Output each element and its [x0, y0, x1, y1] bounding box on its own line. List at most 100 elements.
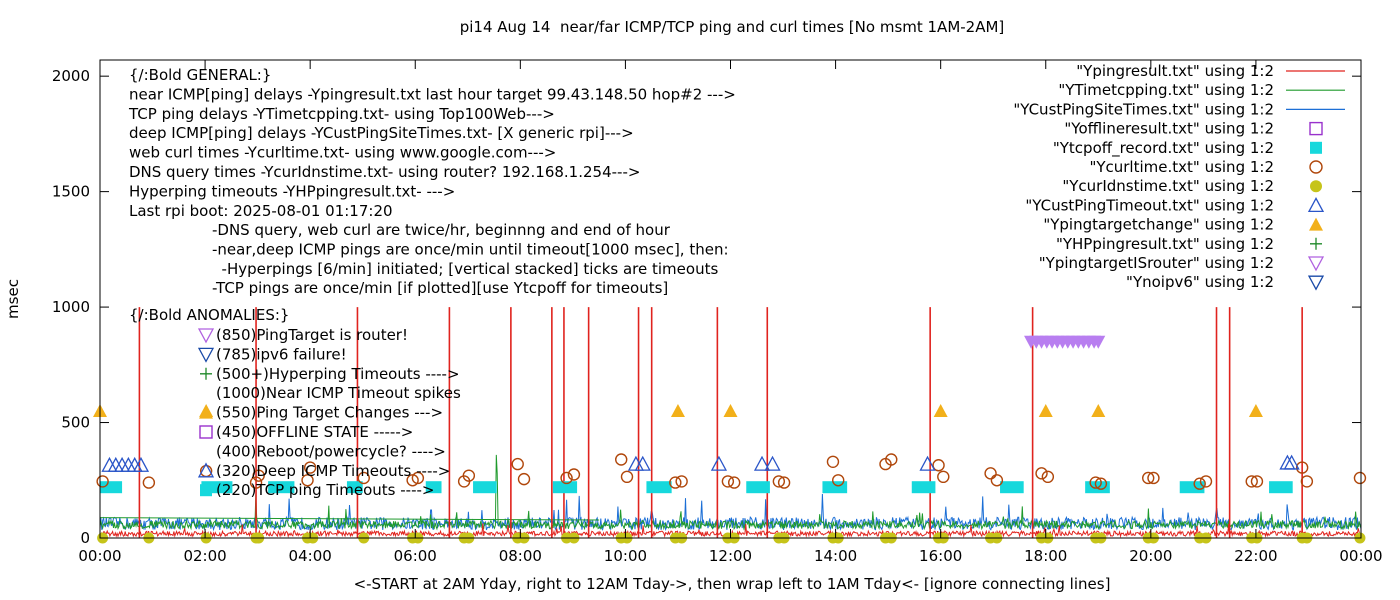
chart-title: pi14 Aug 14 near/far ICMP/TCP ping and c…: [460, 18, 1005, 36]
curl-time-point-23: [777, 476, 791, 489]
curl-time-point-34: [1089, 476, 1102, 489]
anomaly-line-2: (500+)Hyperping Timeouts ---->: [216, 365, 460, 383]
tcp-timeout-marker-5: [473, 481, 497, 494]
legend-symbol-10: [1307, 256, 1325, 272]
y-tick-label-0: 0: [80, 529, 90, 547]
curl-time-point-32: [1035, 467, 1048, 480]
x-tick-label-1: 02:00: [183, 547, 226, 565]
x-tick-label-0: 00:00: [78, 547, 121, 565]
annotation-general-line-6: Hyperping timeouts -YHPpingresult.txt- -…: [129, 182, 455, 200]
curl-time-point-11: [462, 469, 476, 482]
x-tick-label-10: 20:00: [1129, 547, 1172, 565]
ping-target-change-marker-6: [1091, 403, 1106, 417]
curl-time-point-42: [1295, 461, 1309, 474]
deep-icmp-timeout-marker-6: [627, 455, 645, 471]
anomaly-symbol-0: [197, 328, 215, 344]
annotation-note-line-0: -DNS query, web curl are twice/hr, begin…: [212, 221, 671, 239]
tcp-timeout-marker-2: [268, 481, 295, 494]
legend-symbol-3: [1309, 121, 1323, 136]
deep-icmp-timeout-marker-11: [919, 455, 936, 471]
tcp-ping-level-line: [99, 517, 600, 521]
annotation-note-line-2: -Hyperpings [6/min] initiated; [vertical…: [212, 260, 718, 278]
tcp-timeout-marker-7: [646, 481, 672, 494]
anomaly-line-1: (785)ipv6 failure!: [216, 345, 347, 363]
curl-time-point-17: [620, 470, 634, 484]
legend-entry-label-6: "YcurIdnstime.txt" using 1:2: [1062, 177, 1274, 195]
curl-time-point-21: [727, 476, 741, 489]
ping-target-change-marker-7: [1248, 403, 1263, 417]
ping-target-change-marker-3: [723, 403, 738, 417]
y-tick-label-2: 1000: [52, 298, 90, 316]
curl-time-point-18: [669, 476, 682, 489]
x-tick-label-12: 00:00: [1339, 547, 1382, 565]
anomaly-line-3: (1000)Near ICMP Timeout spikes: [216, 384, 461, 402]
anomaly-symbol-4: [199, 405, 213, 419]
anomaly-line-0: (850)PingTarget is router!: [216, 326, 408, 344]
x-tick-label-7: 14:00: [814, 547, 857, 565]
tcp-timeout-marker-3: [346, 481, 363, 494]
tcp-timeout-marker-11: [1000, 481, 1024, 494]
curl-time-point-30: [984, 467, 997, 480]
x-axis-label: <-START at 2AM Yday, right to 12AM Tday-…: [354, 575, 1111, 593]
legend-entry-label-7: "YCustPingTimeout.txt" using 1:2: [1025, 196, 1274, 214]
curl-time-point-7: [357, 471, 370, 485]
curl-time-point-24: [826, 455, 840, 468]
legend-entry-label-1: "YTimetcpping.txt" using 1:2: [1058, 81, 1274, 99]
legend-symbol-5: [1309, 160, 1323, 174]
annotation-note-line-1: -near,deep ICMP pings are once/min until…: [212, 240, 729, 258]
curl-time-point-38: [1193, 477, 1206, 490]
curl-time-point-19: [675, 475, 688, 488]
curl-time-point-4: [252, 469, 265, 482]
annotation-general-line-3: deep ICMP[ping] delays -YCustPingSiteTim…: [129, 124, 634, 142]
curl-time-point-25: [832, 474, 845, 487]
anomaly-line-6: (400)Reboot/powercycle? ---->: [216, 442, 446, 460]
x-tick-label-2: 04:00: [289, 547, 332, 565]
curl-time-point-16: [615, 453, 628, 466]
curl-time-point-43: [1300, 475, 1314, 488]
legend-symbol-8: [1309, 217, 1323, 231]
tcp-timeout-marker-13: [1179, 481, 1205, 494]
router-target-marker-13: [1091, 335, 1106, 349]
curl-time-point-0: [96, 475, 109, 488]
y-tick-label-4: 2000: [52, 67, 90, 85]
legend-entry-label-3: "Yofflineresult.txt" using 1:2: [1064, 120, 1274, 138]
anomaly-symbol-1: [197, 347, 215, 363]
annotation-general-line-2: TCP ping delays -YTimetcpping.txt- using…: [128, 105, 555, 123]
x-tick-label-3: 06:00: [394, 547, 437, 565]
legend-entry-label-0: "Ypingresult.txt" using 1:2: [1076, 62, 1274, 80]
anomaly-symbol-2: [200, 367, 212, 380]
legend-symbol-11: [1307, 275, 1325, 291]
curl-time-point-3: [249, 476, 263, 489]
anomaly-line-5: (450)OFFLINE STATE ----->: [216, 423, 413, 441]
legend-entry-label-4: "Ytcpoff_record.txt" using 1:2: [1053, 139, 1274, 158]
deep-icmp-timeout-marker-5: [132, 456, 150, 472]
annotation-general-line-4: web curl times -Ycurltime.txt- using www…: [129, 144, 556, 162]
legend-entry-label-10: "YpingtargetISrouter" using 1:2: [1039, 254, 1274, 272]
anomaly-symbol-8: [200, 484, 212, 497]
curl-time-point-6: [303, 461, 317, 474]
deep-icmp-timeout-marker-9: [753, 455, 771, 471]
curl-time-point-44: [1353, 471, 1367, 485]
anomaly-line-8: (220)TCP ping Timeouts ---->: [216, 481, 434, 499]
legend-symbol-7: [1307, 197, 1325, 213]
curl-time-point-28: [932, 459, 945, 472]
tcp-timeout-marker-14: [1269, 481, 1293, 494]
curl-time-point-40: [1245, 475, 1258, 488]
curl-time-point-36: [1142, 471, 1155, 485]
annotation-general-line-0: {/:Bold GENERAL:}: [129, 66, 271, 84]
legend-entry-label-9: "YHPpingresult.txt" using 1:2: [1056, 235, 1274, 253]
curl-time-point-9: [411, 471, 425, 485]
anomaly-line-7: (320)Deep ICMP Timeouts ---->: [216, 462, 450, 480]
curl-time-point-13: [517, 472, 531, 486]
deep-icmp-timeout-marker-13: [1283, 454, 1300, 470]
annotation-general-line-1: near ICMP[ping] delays -Ypingresult.txt …: [129, 85, 736, 103]
curl-time-point-5: [301, 474, 314, 487]
deep-icmp-timeout-marker-7: [634, 455, 651, 471]
anomaly-symbol-7: [197, 462, 215, 478]
tcp-ping-trace: [99, 454, 1362, 531]
legend-entry-label-5: "Ycurltime.txt" using 1:2: [1089, 158, 1274, 176]
curl-time-point-27: [885, 453, 898, 466]
curl-time-point-31: [990, 474, 1004, 487]
curl-time-point-15: [567, 468, 581, 481]
